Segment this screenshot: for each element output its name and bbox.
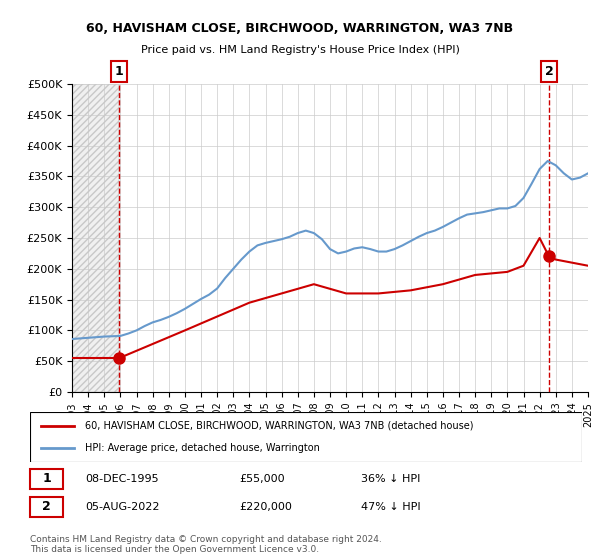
Text: 2: 2	[545, 65, 553, 78]
Bar	[72, 84, 119, 392]
Text: Price paid vs. HM Land Registry's House Price Index (HPI): Price paid vs. HM Land Registry's House …	[140, 45, 460, 55]
FancyBboxPatch shape	[30, 412, 582, 462]
FancyBboxPatch shape	[30, 497, 63, 517]
Bar	[72, 84, 119, 392]
Text: 60, HAVISHAM CLOSE, BIRCHWOOD, WARRINGTON, WA3 7NB (detached house): 60, HAVISHAM CLOSE, BIRCHWOOD, WARRINGTO…	[85, 421, 474, 431]
Text: 05-AUG-2022: 05-AUG-2022	[85, 502, 160, 512]
Text: £220,000: £220,000	[240, 502, 293, 512]
Text: Contains HM Land Registry data © Crown copyright and database right 2024.
This d: Contains HM Land Registry data © Crown c…	[30, 535, 382, 554]
Text: 60, HAVISHAM CLOSE, BIRCHWOOD, WARRINGTON, WA3 7NB: 60, HAVISHAM CLOSE, BIRCHWOOD, WARRINGTO…	[86, 22, 514, 35]
Text: 36% ↓ HPI: 36% ↓ HPI	[361, 474, 421, 484]
Text: 1: 1	[115, 65, 124, 78]
Text: 47% ↓ HPI: 47% ↓ HPI	[361, 502, 421, 512]
Text: £55,000: £55,000	[240, 474, 286, 484]
Text: 08-DEC-1995: 08-DEC-1995	[85, 474, 159, 484]
FancyBboxPatch shape	[30, 469, 63, 489]
Text: 1: 1	[42, 472, 51, 486]
Text: 2: 2	[42, 500, 51, 514]
Text: HPI: Average price, detached house, Warrington: HPI: Average price, detached house, Warr…	[85, 443, 320, 453]
